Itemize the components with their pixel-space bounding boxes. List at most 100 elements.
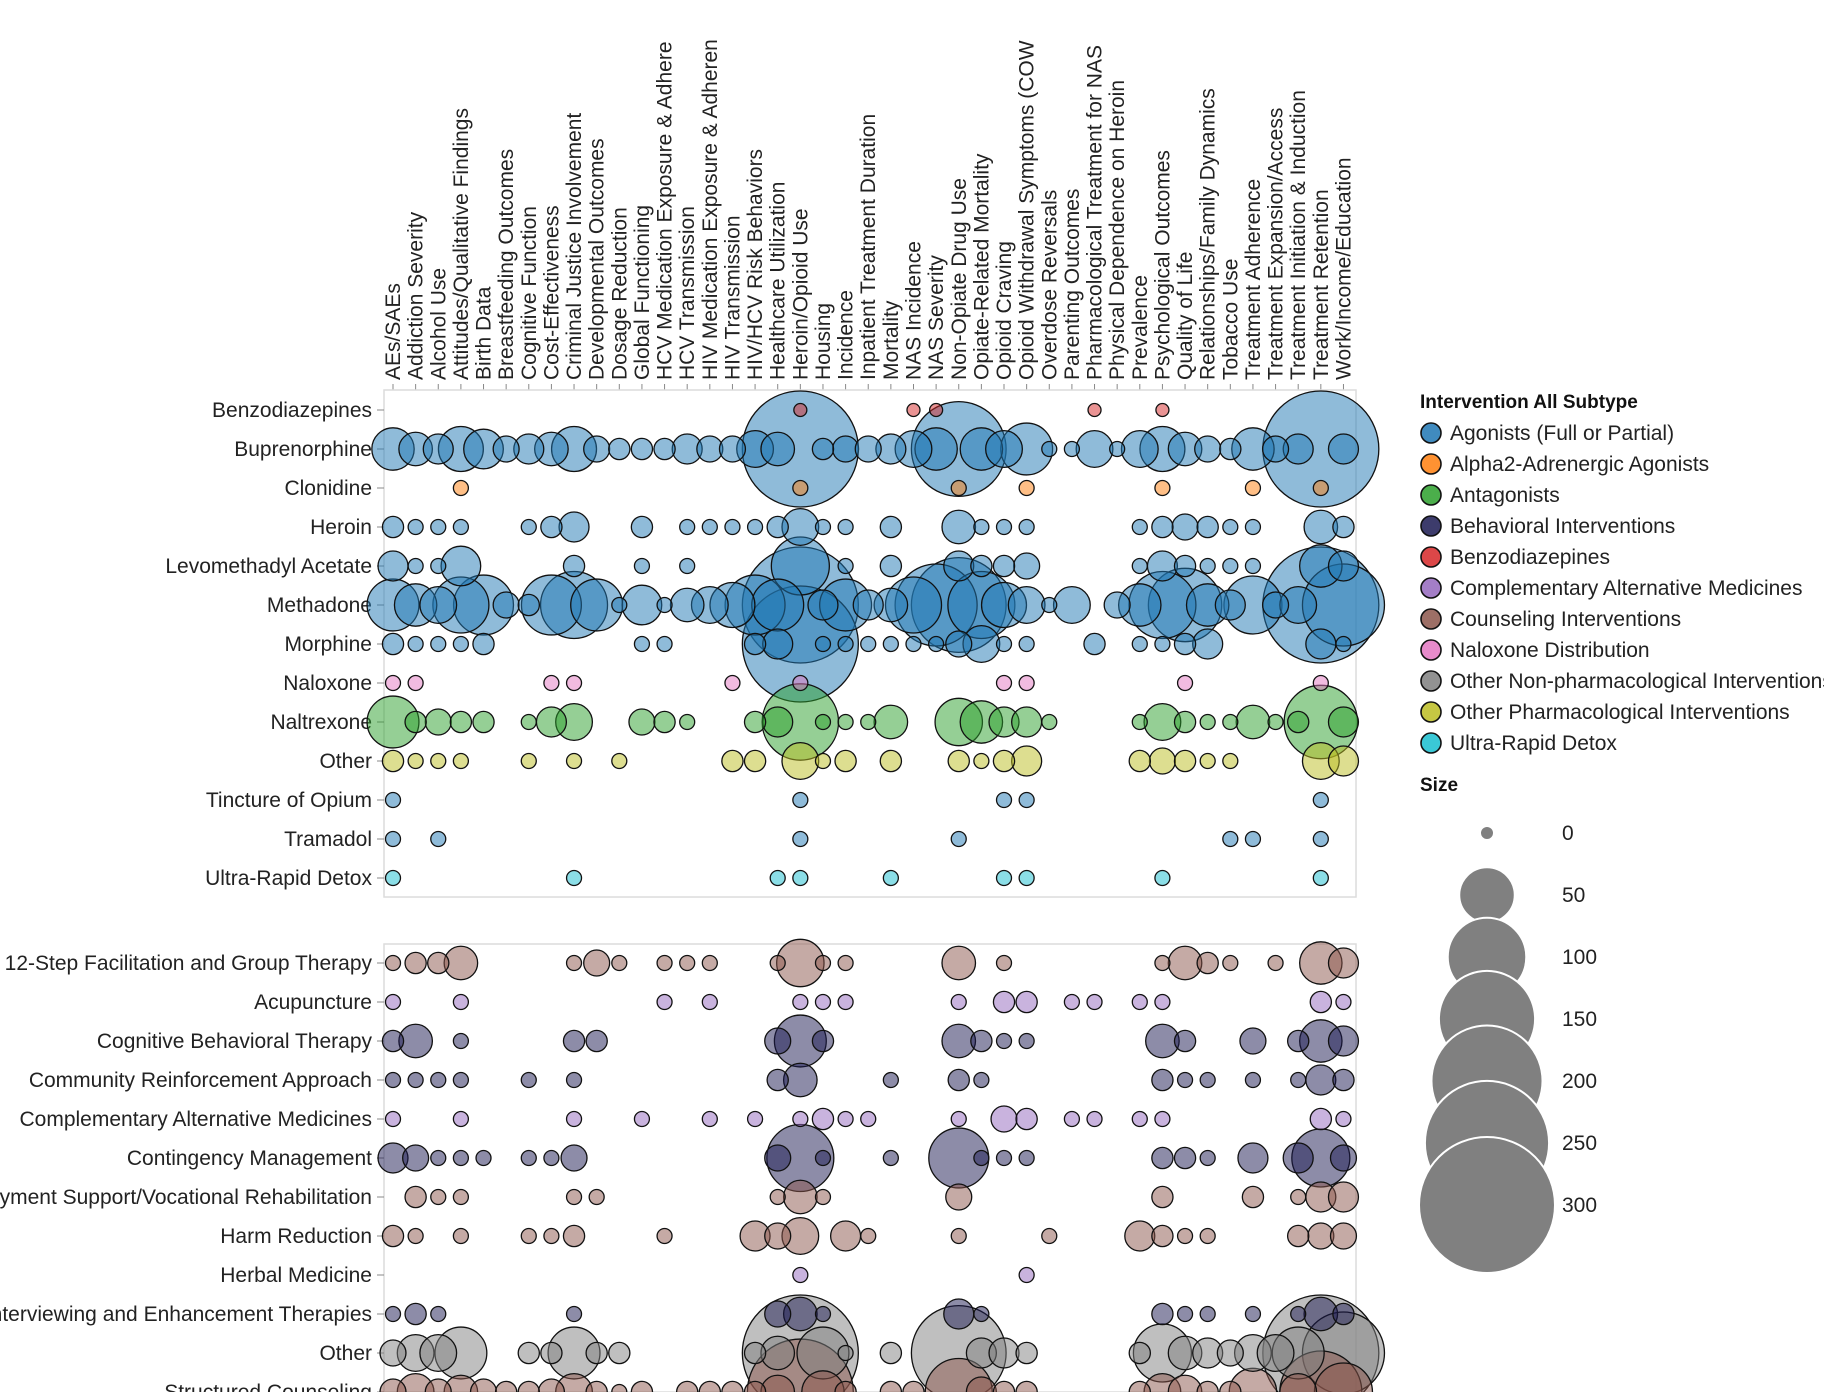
bubble [1087,402,1102,418]
bubble [377,550,409,582]
x-tick-label: Prevalence [1129,275,1152,380]
x-tick-label: HIV Medication Exposure & Adheren [699,39,722,380]
x-tick-label: Breastfeeding Outcomes [495,149,518,380]
bubble [384,1110,402,1128]
bubble [1329,1144,1358,1172]
x-tick-label: Quality of Life [1174,252,1197,380]
bubble [1154,479,1171,497]
bubble [1173,749,1197,773]
legend-size-symbol [1418,1136,1556,1274]
bubble [1173,554,1197,578]
bubble [1290,1305,1307,1323]
bubble [381,1224,405,1248]
legend-item-label: Antagonists [1450,484,1560,507]
bubble [1194,435,1222,463]
x-tick-label: Tobacco Use [1219,259,1242,380]
bubble [814,752,832,770]
bubble [1244,479,1262,497]
bubble [1124,1220,1156,1252]
bubble [743,1341,767,1365]
bubble [1151,1224,1174,1248]
bubble [543,674,560,692]
bubble [882,1071,899,1089]
y-tick-label: Employment Support/Vocational Rehabilita… [0,1186,372,1209]
bubble [970,1029,993,1053]
bubble [653,437,676,461]
bubble [764,1144,792,1172]
bubble [1313,1362,1374,1392]
y-tick-label: Community Reinforcement Approach [29,1069,372,1092]
legend-size-symbol [1458,866,1516,924]
bubble [472,710,495,734]
bubble [1155,402,1170,418]
bubble [475,1149,492,1167]
bubble [1018,1266,1035,1284]
legend-swatch [1420,453,1442,475]
bubble [814,1149,832,1167]
bubble [1214,589,1246,621]
bubble [656,635,673,653]
x-tick-label: HIV/HCV Risk Behaviors [744,149,767,380]
bubble [973,1149,990,1167]
x-tick-label: Cognitive Function [518,206,541,380]
y-tick-label: Motivational Interviewing and Enhancemen… [0,1303,372,1326]
legend-item-label: Complementary Alternative Medicines [1450,577,1803,600]
bubble [1120,430,1159,468]
bubble [1329,1222,1358,1250]
bubble [585,1029,608,1053]
bubble [1063,993,1081,1011]
bubble [1244,557,1262,575]
bubble [814,518,832,536]
bubble [381,749,405,773]
bubble [565,1305,583,1323]
bubble [1256,1334,1295,1372]
bubble [1199,1149,1216,1167]
bubble [452,1071,470,1089]
bubble [1261,435,1290,463]
bubble [540,515,563,539]
bubble [621,584,663,626]
bubble [995,635,1013,653]
bubble [1309,990,1333,1014]
bubble [1131,1110,1148,1128]
bubble [611,596,628,614]
bubble [1018,1032,1035,1050]
bubble [1199,713,1216,731]
bubble [381,632,405,656]
bubble [801,1370,845,1392]
bubble [384,993,402,1011]
bubble [583,435,611,463]
bubble [882,635,899,653]
bubble [762,706,794,738]
bubble [1312,674,1329,692]
legend-size-label: 200 [1562,1070,1597,1093]
bubble [1332,1068,1355,1092]
bubble [452,993,470,1011]
bubble [517,1380,541,1392]
bubble [560,1144,588,1172]
x-tick-label: Developmental Outcomes [586,138,609,380]
bubble [583,949,611,977]
bubble [628,708,656,736]
x-tick-label: Cost-Effectiveness [540,205,563,380]
bubble [1109,440,1126,458]
bubble [1312,830,1329,848]
bubble [452,1227,470,1245]
bubble [1244,1071,1262,1089]
bubble [1327,745,1360,777]
x-tick-label: NAS Severity [925,255,948,380]
x-tick-label: Inpatient Treatment Duration [857,114,880,380]
bubble [1015,1107,1038,1131]
legend-size-label: 250 [1562,1132,1597,1155]
bubble [1086,993,1103,1011]
bubble [995,869,1013,887]
bubble [679,557,696,575]
bubble [1083,632,1106,656]
bubble [814,713,832,731]
bubble [404,710,427,734]
bubble [1018,869,1035,887]
bubble [1018,479,1035,497]
bubble [1176,1305,1194,1323]
legend-size-label: 0 [1562,822,1574,845]
bubble [973,518,990,536]
